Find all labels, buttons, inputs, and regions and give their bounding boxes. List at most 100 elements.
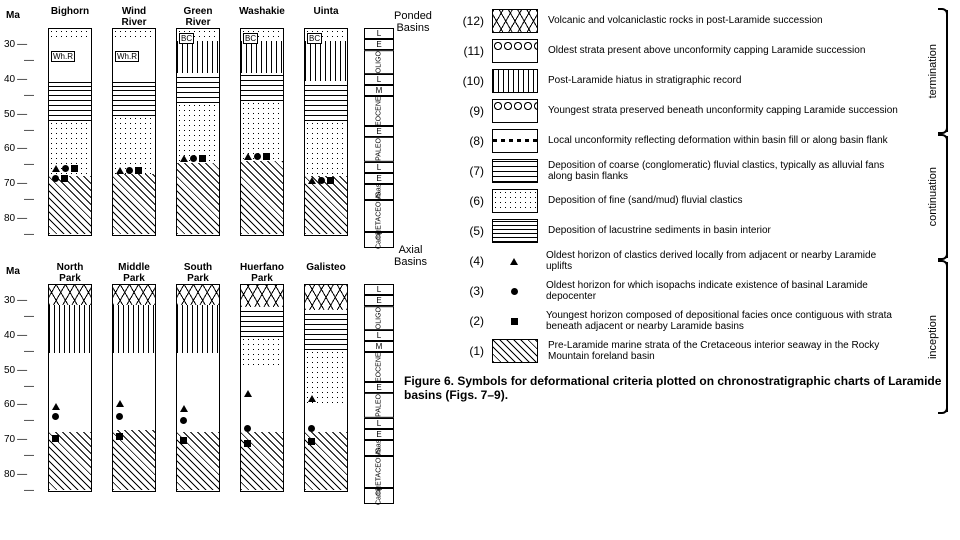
legend-row: (11) Oldest strata present above unconfor…	[444, 38, 954, 64]
axis-tick: 70	[4, 434, 27, 445]
stratigraphic-columns-panel: Ma30—40—50—60—70—80—BighornWh.RWindRiver…	[0, 0, 394, 510]
basin-title: HuerfanoPark	[234, 262, 290, 284]
strat-unit	[177, 285, 219, 305]
basin-title: NorthPark	[42, 262, 98, 284]
strat-unit	[113, 91, 155, 116]
strat-unit	[241, 307, 283, 337]
phase-brace: continuation	[916, 136, 948, 258]
legend-number: (5)	[444, 224, 492, 238]
legend-symbol	[492, 280, 536, 302]
legend-text: Oldest strata present above unconformity…	[548, 45, 865, 57]
legend-number: (6)	[444, 194, 492, 208]
strat-unit	[49, 305, 91, 353]
legend-text: Deposition of lacustrine sediments in ba…	[548, 225, 771, 237]
strat-unit	[305, 81, 347, 121]
criteria-markers	[52, 165, 78, 172]
geo-time-cell: L	[364, 74, 394, 85]
legend-symbol	[492, 69, 538, 93]
criteria-markers	[244, 425, 251, 432]
legend-text: Deposition of coarse (conglomeratic) flu…	[548, 160, 898, 183]
criteria-markers	[308, 425, 315, 432]
legend-symbol	[492, 99, 538, 123]
strat-unit	[241, 41, 283, 73]
geo-time-cell: M	[364, 85, 394, 96]
basin-column: HuerfanoPark	[234, 262, 290, 510]
basin-title: GreenRiver	[170, 6, 226, 28]
axis-tick: 80	[4, 213, 27, 224]
criteria-markers	[52, 435, 59, 442]
axis-tick: 30	[4, 295, 27, 306]
basin-column: GreenRiver BC	[170, 6, 226, 254]
legend-number: (12)	[444, 14, 492, 28]
criteria-markers	[244, 153, 270, 160]
criteria-markers	[116, 413, 123, 420]
unit-label: Wh.R	[115, 51, 139, 62]
strat-unit	[177, 353, 219, 413]
legend-symbol	[492, 219, 538, 243]
basin-column: WindRiverWh.R	[106, 6, 162, 254]
legend-number: (11)	[444, 44, 492, 58]
strat-unit	[241, 161, 283, 234]
strat-unit	[177, 103, 219, 163]
strat-unit	[177, 305, 219, 353]
legend-row: (9)Youngest strata preserved beneath unc…	[444, 98, 954, 124]
strat-unit	[49, 29, 91, 41]
strat-unit	[113, 305, 155, 353]
criteria-markers	[52, 403, 60, 410]
unit-label: BC	[179, 33, 194, 44]
legend-symbol	[492, 250, 536, 272]
strat-unit	[241, 101, 283, 161]
strat-unit	[113, 29, 155, 41]
legend-row: (1)Pre-Laramide marine strata of the Cre…	[444, 338, 954, 364]
basin-title: MiddlePark	[106, 262, 162, 284]
geo-time-cell: Camp	[364, 488, 394, 504]
geo-time-cell: L	[364, 284, 394, 295]
axis-tick: 60	[4, 399, 27, 410]
legend-text: Oldest horizon for which isopachs indica…	[546, 280, 896, 303]
basin-column: NorthPark	[42, 262, 98, 510]
unit-label: BC	[243, 33, 258, 44]
criteria-markers	[180, 155, 206, 162]
criteria-markers	[244, 390, 252, 397]
strat-unit	[177, 41, 219, 73]
strat-unit	[177, 163, 219, 234]
geo-time-cell: CRETACEOUS	[364, 200, 394, 232]
phase-label: continuation	[923, 167, 939, 226]
axis-tick: 40	[4, 74, 27, 85]
geo-time-cell: L	[364, 28, 394, 39]
legend-number: (9)	[444, 104, 492, 118]
criteria-markers	[308, 438, 315, 445]
axis-label: Ma	[6, 266, 20, 277]
basin-column: SouthPark	[170, 262, 226, 510]
geo-time-cell: PALEO	[364, 393, 394, 418]
legend-row: (2)Youngest horizon composed of depositi…	[444, 308, 954, 334]
legend-text: Post-Laramide hiatus in stratigraphic re…	[548, 75, 741, 87]
geo-time-cell: PALEO	[364, 137, 394, 162]
geo-time-cell: L	[364, 330, 394, 341]
strat-unit	[241, 285, 283, 307]
legend-symbol	[492, 39, 538, 63]
legend-number: (8)	[444, 134, 492, 148]
criteria-markers	[308, 177, 334, 184]
legend-text: Youngest horizon composed of depositiona…	[546, 310, 896, 333]
figure-caption: Figure 6. Symbols for deformational crit…	[394, 374, 954, 402]
basin-title: Bighorn	[42, 6, 98, 17]
legend-number: (3)	[444, 284, 492, 298]
strat-unit	[49, 285, 91, 305]
axis-tick: 50	[4, 365, 27, 376]
axis-tick: 80	[4, 469, 27, 480]
legend-symbol	[492, 189, 538, 213]
criteria-markers	[116, 433, 123, 440]
geo-time-cell: OLIGO	[364, 50, 394, 74]
strat-unit	[113, 174, 155, 234]
basin-column: Bighorn Wh.R	[42, 6, 98, 254]
strat-unit	[305, 41, 347, 81]
legend-text: Volcanic and volcaniclastic rocks in pos…	[548, 15, 823, 27]
unit-label: Wh.R	[51, 51, 75, 62]
phase-label: termination	[923, 44, 939, 98]
geo-time-cell: E	[364, 126, 394, 137]
legend-row: (12) Volcanic and volcaniclastic rocks in…	[444, 8, 954, 34]
basin-column: Galisteo	[298, 262, 354, 510]
legend-row: (5) Deposition of lacustrine sediments in…	[444, 218, 954, 244]
basin-title: Washakie	[234, 6, 290, 17]
